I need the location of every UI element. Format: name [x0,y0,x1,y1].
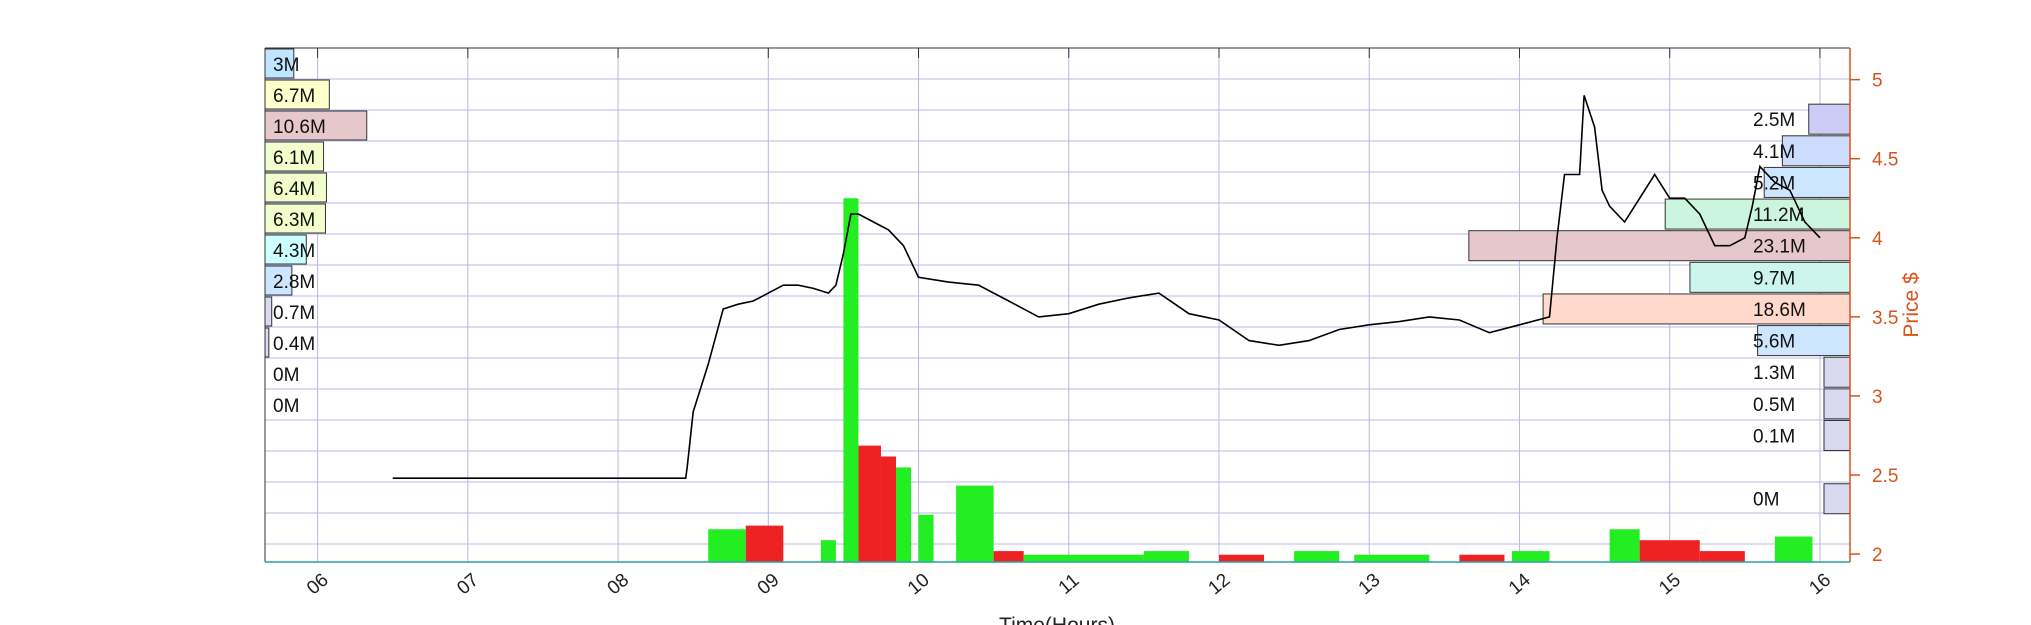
volume-bar [858,445,881,562]
profile-label-left: 0M [273,396,299,417]
volume-bar [1219,554,1265,562]
x-tick-label: 09 [754,570,784,600]
volume-bar [880,456,896,562]
volume-bar [1143,551,1189,562]
profile-label-right: 0.5M [1753,395,1795,416]
y-tick-label: 5 [1872,71,1883,92]
volume-bar [1459,554,1505,562]
profile-bar-left [264,48,295,79]
profile-bar-right [1542,293,1851,325]
profile-bar-right [1823,483,1851,515]
profile-bar-left [264,110,368,141]
profile-label-right: 5.2M [1753,173,1795,194]
profile-bar-right [1468,230,1851,262]
profile-label-right: 5.6M [1753,332,1795,353]
volume-bar [1609,529,1640,562]
y-tick-label: 2.5 [1872,466,1898,487]
profile-label-left: 4.3M [273,241,315,262]
volume-bar [1699,551,1745,562]
volume-bar [918,514,934,562]
profile-bar-left [264,327,270,358]
profile-bar-right [1781,135,1851,167]
volume-bar [956,485,994,562]
x-tick-label: 07 [453,570,483,600]
volume-bar [843,198,859,562]
profile-label-left: 0.4M [273,334,315,355]
y-tick-label: 2 [1872,545,1883,566]
y-tick-labels: 2 2.5 3 3.5 4 4.5 5 [1850,71,1898,566]
volume-bar [1023,554,1144,562]
profile-bar-left [264,141,325,172]
x-tick-label: 15 [1655,570,1685,600]
profile-label-left: 3M [273,55,299,76]
volume-bar [1639,540,1700,562]
profile-bar-left [264,203,326,234]
profile-label-left: 0.7M [273,303,315,324]
profile-bar-right [1823,419,1851,451]
profile-bar-left [264,172,327,203]
volume-profile-left: 3M 6.7M 10.6M 6.1M 6.4M 6.3M 4.3M 2.8M 0.7M 0.4M 0… [264,48,368,417]
volume-bar [895,467,912,562]
volume-bar [993,551,1024,562]
x-tick-label: 10 [904,570,934,600]
profile-bar-left [264,265,293,296]
price-line [392,95,1821,480]
axes [264,47,1851,563]
profile-bar-right [1823,388,1851,420]
y-tick-label: 4 [1872,229,1883,250]
profile-bar-right [1808,103,1851,135]
profile-label-left: 2.8M [273,272,315,293]
volume-bar [1774,536,1813,562]
profile-label-left: 6.7M [273,86,315,107]
profile-bar-right [1689,261,1851,293]
profile-label-right: 18.6M [1753,300,1806,321]
profile-label-right: 2.5M [1753,110,1795,131]
profile-label-right: 11.2M [1753,205,1804,226]
x-tick-label: 12 [1204,570,1234,600]
profile-label-left: 10.6M [273,117,326,138]
profile-bar-right [1664,198,1851,230]
x-tick-label: 16 [1805,570,1835,600]
x-tick-label: 06 [303,570,333,600]
volume-bar [1511,551,1550,562]
profile-label-left: 6.3M [273,210,315,231]
y-axis-title: Price $ [1900,272,1923,338]
profile-label-right: 9.7M [1753,268,1795,289]
volume-bar [708,529,746,562]
y-tick-label: 3.5 [1872,308,1898,329]
profile-label-left: 0M [273,365,299,386]
profile-label-right: 23.1M [1753,237,1806,258]
volume-bar [820,540,836,562]
volume-bar [1354,554,1430,562]
price-series [392,95,1821,480]
volume-profile-right: 2.5M 4.1M 5.2M 11.2M 23.1M 9.7M 18.6M 5.6M 1.3M 0… [1468,103,1851,515]
x-tick-label: 13 [1355,570,1385,600]
profile-bar-right [1823,356,1851,388]
profile-bar-left [264,234,307,265]
profile-bar-right [1763,166,1851,198]
profile-label-left: 6.1M [273,148,315,169]
x-tick-label: 14 [1505,569,1535,599]
x-axis-title: Time(Hours) [999,614,1115,625]
horizontal-grid [265,78,1850,545]
volume-bar [745,525,784,562]
volume-bars [708,198,1813,562]
profile-bar-left [264,296,273,327]
profile-label-right: 0.1M [1753,426,1795,447]
profile-label-right: 4.1M [1753,142,1795,163]
profile-label-right: 0M [1753,490,1779,511]
volume-bar [1294,551,1340,562]
x-tick-label: 08 [604,570,634,600]
profile-label-left: 6.4M [273,179,315,200]
profile-label-right: 1.3M [1753,363,1795,384]
y-tick-label: 4.5 [1872,150,1898,171]
y-tick-label: 3 [1872,387,1883,408]
x-tick-label: 11 [1055,570,1084,599]
